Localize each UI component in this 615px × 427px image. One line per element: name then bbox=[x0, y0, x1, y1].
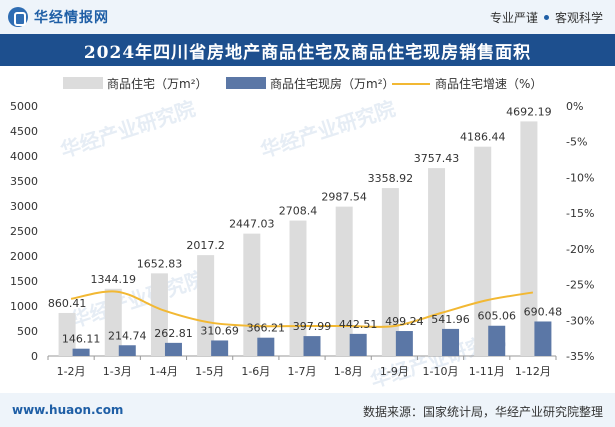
brand-name: 华经情报网 bbox=[34, 10, 109, 26]
data-label-housing: 2447.03 bbox=[229, 218, 275, 231]
x-tick-label: 1-7月 bbox=[288, 365, 317, 378]
data-label-housing: 3358.92 bbox=[368, 172, 414, 185]
data-label-completed: 541.96 bbox=[431, 313, 470, 326]
x-tick-label: 1-6月 bbox=[241, 365, 270, 378]
bar-housing bbox=[289, 220, 307, 356]
y-left-tick-label: 2000 bbox=[10, 250, 38, 263]
data-label-completed: 262.81 bbox=[154, 327, 193, 340]
y-right-tick-label: -35% bbox=[566, 350, 594, 363]
bar-housing bbox=[58, 312, 76, 356]
slogan: 专业严谨 客观科学 bbox=[490, 9, 603, 26]
data-label-completed: 310.69 bbox=[200, 324, 239, 337]
logo-icon bbox=[8, 7, 28, 27]
data-label-housing: 4692.19 bbox=[506, 105, 552, 118]
bar-completed bbox=[395, 331, 413, 356]
bar-completed bbox=[442, 328, 460, 356]
bullet-icon bbox=[543, 15, 549, 20]
x-tick-label: 1-8月 bbox=[334, 365, 363, 378]
y-left-tick-label: 500 bbox=[17, 325, 38, 338]
bar-completed bbox=[488, 325, 506, 356]
bar-completed bbox=[118, 345, 136, 356]
y-right-tick-label: -10% bbox=[566, 171, 594, 184]
y-left-tick-label: 3000 bbox=[10, 200, 38, 213]
bar-housing bbox=[474, 146, 492, 356]
y-right-tick-label: 0% bbox=[566, 100, 583, 113]
title-bar: 2024年四川省房地产商品住宅及商品住宅现房销售面积 bbox=[0, 34, 615, 66]
data-label-housing: 3757.43 bbox=[414, 152, 460, 165]
growth-line bbox=[70, 290, 534, 328]
bar-completed bbox=[72, 348, 90, 356]
x-tick-label: 1-3月 bbox=[103, 365, 132, 378]
data-label-housing: 1652.83 bbox=[137, 257, 183, 270]
slogan-left: 专业严谨 bbox=[489, 11, 538, 25]
data-label-housing: 1344.19 bbox=[91, 273, 137, 286]
bar-completed bbox=[303, 336, 321, 356]
y-left-tick-label: 3500 bbox=[10, 175, 38, 188]
x-tick-label: 1-5月 bbox=[195, 365, 224, 378]
data-label-completed: 146.11 bbox=[62, 333, 101, 346]
bar-completed bbox=[164, 342, 182, 356]
data-label-housing: 2708.4 bbox=[279, 205, 318, 218]
legend-label-housing: 商品住宅（万m²） bbox=[107, 76, 208, 91]
bar-housing bbox=[104, 288, 122, 356]
bar-housing bbox=[381, 188, 399, 356]
y-right-tick-label: -25% bbox=[566, 279, 594, 292]
y-left-tick-label: 4500 bbox=[10, 125, 38, 138]
footer: www.huaon.com 数据来源：国家统计局，华经产业研究院整理 bbox=[0, 393, 615, 427]
bar-completed bbox=[257, 337, 275, 356]
chart-title: 2024年四川省房地产商品住宅及商品住宅现房销售面积 bbox=[83, 42, 532, 63]
bar-completed bbox=[211, 340, 229, 356]
data-label-completed: 690.48 bbox=[524, 305, 563, 318]
slogan-right: 客观科学 bbox=[554, 11, 603, 25]
y-right-tick-label: -5% bbox=[566, 136, 587, 149]
data-source: 数据来源：国家统计局，华经产业研究院整理 bbox=[362, 405, 603, 419]
x-tick-label: 1-10月 bbox=[423, 365, 459, 378]
y-left-tick-label: 0 bbox=[31, 350, 38, 363]
x-tick-label: 1-4月 bbox=[149, 365, 178, 378]
bar-completed bbox=[349, 333, 367, 356]
data-label-completed: 442.51 bbox=[339, 318, 378, 331]
legend-swatch-housing bbox=[63, 77, 103, 89]
legend-swatch-completed bbox=[226, 77, 266, 89]
data-label-completed: 366.21 bbox=[247, 322, 286, 335]
data-label-completed: 397.99 bbox=[293, 320, 332, 333]
bar-housing bbox=[197, 255, 215, 356]
brand[interactable]: 华经情报网 bbox=[8, 7, 109, 27]
y-left-tick-label: 4000 bbox=[10, 150, 38, 163]
bar-completed bbox=[534, 321, 552, 356]
bar-housing bbox=[520, 121, 538, 356]
website-link[interactable]: www.huaon.com bbox=[12, 403, 124, 417]
data-label-housing: 860.41 bbox=[48, 297, 87, 310]
data-label-housing: 2017.2 bbox=[186, 239, 225, 252]
top-bar: 华经情报网 专业严谨 客观科学 bbox=[0, 0, 615, 34]
data-label-completed: 214.74 bbox=[108, 329, 147, 342]
y-right-tick-label: -30% bbox=[566, 314, 594, 327]
x-tick-label: 1-9月 bbox=[380, 365, 409, 378]
y-left-tick-label: 1000 bbox=[10, 300, 38, 313]
bar-housing bbox=[335, 206, 353, 356]
data-label-housing: 2987.54 bbox=[321, 191, 367, 204]
legend-label-completed: 商品住宅现房（万m²） bbox=[270, 76, 395, 91]
data-label-completed: 605.06 bbox=[477, 310, 516, 323]
y-right-tick-label: -15% bbox=[566, 207, 594, 220]
data-label-housing: 4186.44 bbox=[460, 131, 506, 144]
x-tick-label: 1-12月 bbox=[515, 365, 551, 378]
y-left-tick-label: 5000 bbox=[10, 100, 38, 113]
bar-housing bbox=[428, 168, 446, 356]
legend-label-growth: 商品住宅增速（%） bbox=[435, 76, 542, 91]
watermark-text: 华经产业研究院 bbox=[58, 96, 199, 162]
y-right-tick-label: -20% bbox=[566, 243, 594, 256]
y-left-tick-label: 2500 bbox=[10, 225, 38, 238]
x-tick-label: 1-2月 bbox=[57, 365, 86, 378]
bar-housing bbox=[243, 233, 261, 356]
data-label-completed: 499.24 bbox=[385, 315, 424, 328]
x-tick-label: 1-11月 bbox=[469, 365, 505, 378]
bar-housing bbox=[150, 273, 168, 356]
watermark-text: 华经产业研究院 bbox=[258, 96, 399, 162]
y-left-tick-label: 1500 bbox=[10, 275, 38, 288]
